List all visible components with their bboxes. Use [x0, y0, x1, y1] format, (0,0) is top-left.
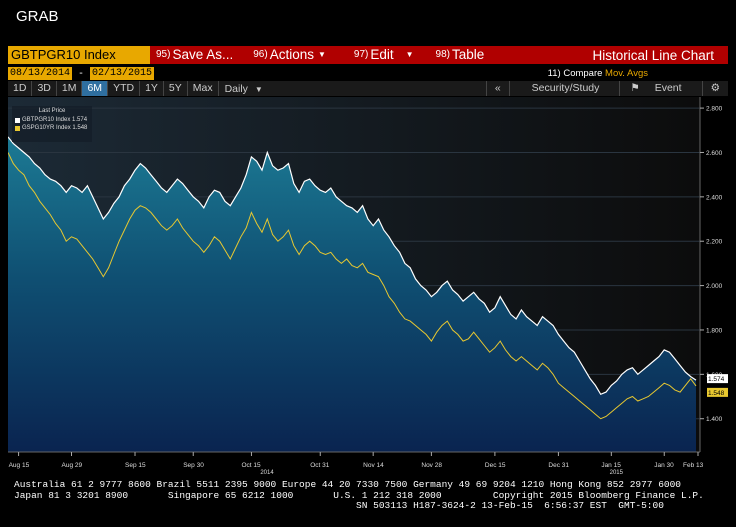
y-tick-label: 2.800 [706, 106, 723, 113]
edit-label: Edit [370, 47, 394, 62]
start-date-input[interactable]: 08/13/2014 [8, 66, 73, 80]
collapse-button[interactable]: « [485, 81, 509, 96]
y-tick-label: 2.400 [706, 194, 723, 201]
range-button-6m[interactable]: 6M [82, 81, 109, 96]
y-tick-label: 1.400 [706, 416, 723, 423]
legend-item-gspg10yr: GSPG10YR Index 1.548 [15, 124, 89, 132]
range-button-3d[interactable]: 3D [32, 81, 57, 96]
x-tick-label: Nov 14 [363, 462, 384, 469]
x-tick-label: Dec 31 [548, 462, 569, 469]
window-title: GRAB [16, 8, 59, 25]
range-selector: 1D 3D 1M 6M YTD 1Y 5Y Max Daily ▼ « Security/St… [8, 81, 728, 96]
compare-mov-avgs-button[interactable]: 11) Compare Mov. Avgs [548, 68, 648, 79]
save-as-label: Save As... [172, 47, 234, 62]
legend-value-gspg10yr: 1.548 [72, 125, 88, 131]
x-tick-label: Aug 29 [62, 462, 83, 469]
event-button[interactable]: ⚑ Event [619, 81, 701, 96]
mov-avgs-label: Mov. Avgs [605, 67, 648, 79]
actions-button[interactable]: 96) Actions ▼ [253, 46, 326, 64]
edit-num: 97) [353, 49, 369, 60]
x-tick-label: Oct 31 [310, 462, 330, 469]
date-range-row: 08/13/2014 - 02/13/2015 11) Compare Mov.… [8, 66, 728, 80]
range-button-ytd[interactable]: YTD [108, 81, 141, 96]
legend-item-gbtpgr10: GBTPGR10 Index 1.574 [15, 116, 89, 124]
historical-line-chart[interactable]: 1.4001.6001.8002.0002.2002.4002.6002.800… [7, 97, 728, 477]
legend-swatch-gbtpgr10 [15, 117, 20, 123]
save-as-button[interactable]: 95) Save As... [156, 46, 233, 64]
y-axis-panel [700, 97, 728, 477]
legend-name-gspg10yr: GSPG10YR Index [22, 125, 71, 131]
x-tick-label: Sep 30 [183, 462, 204, 469]
series-line-gspg10yr [7, 152, 697, 420]
range-button-1y[interactable]: 1Y [140, 81, 164, 96]
legend-swatch-gspg10yr [15, 125, 20, 131]
y-tick-label: 2.600 [706, 150, 723, 157]
x-tick-label: Nov 28 [421, 462, 442, 469]
gear-icon: ⚙ [710, 82, 720, 94]
last-value-badge-gspg10yr: 1.548 [707, 387, 728, 397]
range-button-5y[interactable]: 5Y [164, 81, 188, 96]
actions-num: 96) [253, 49, 268, 60]
actions-chevron-down-icon: ▼ [317, 50, 326, 59]
legend-header: Last Price [38, 108, 66, 114]
series-line-gbtpgr10 [7, 136, 697, 396]
x-year-label: 2015 [610, 470, 624, 476]
y-tick-label: 2.200 [706, 239, 723, 246]
x-tick-label: Feb 13 [683, 462, 704, 469]
legend-name-gbtpgr10: GBTPGR10 Index [22, 117, 71, 123]
legend-value-gbtpgr10: 1.574 [72, 117, 88, 123]
range-buttons: 1D 3D 1M 6M YTD 1Y 5Y Max [8, 81, 219, 96]
right-controls: « Security/Study ⚑ Event ⚙ [485, 81, 728, 96]
footer-line-1: Australia 61 2 9777 8600 Brazil 5511 239… [14, 479, 682, 490]
save-as-num: 95) [156, 49, 171, 60]
compare-num: 11) [547, 67, 561, 79]
last-value-badge-gbtpgr10: 1.574 [707, 374, 728, 384]
x-tick-label: Jan 15 [601, 462, 621, 469]
edit-chevron-down-icon: ▼ [405, 50, 414, 59]
compare-label: Compare [563, 67, 603, 79]
last-value-box [707, 387, 728, 397]
settings-button[interactable]: ⚙ [701, 81, 728, 96]
x-tick-label: Aug 15 [9, 462, 30, 469]
chart-area[interactable]: 1.4001.6001.8002.0002.2002.4002.6002.800… [7, 97, 728, 477]
toolbar: GBTPGR10 Index 95) Save As... 96) Action… [8, 46, 728, 64]
last-value-box [707, 374, 728, 384]
security-study-label: Security/Study [531, 82, 600, 94]
ticker-input[interactable]: GBTPGR10 Index [8, 46, 150, 64]
footer-line-3: SN 503113 H187-3624-2 13-Feb-15 6:56:37 … [14, 500, 664, 511]
chart-type-title: Historical Line Chart [592, 47, 714, 63]
edit-button[interactable]: 97) Edit ▼ [354, 46, 414, 64]
frequency-label: Daily [224, 82, 248, 95]
security-study-button[interactable]: Security/Study [508, 81, 620, 96]
y-tick-label: 1.800 [706, 327, 723, 334]
y-tick-label: 2.000 [706, 283, 723, 290]
area-fill [8, 136, 696, 452]
table-button[interactable]: 98) Table [436, 46, 485, 64]
chevron-down-icon: ▼ [254, 84, 263, 94]
last-value-label: 1.574 [708, 376, 725, 383]
footer: Australia 61 2 9777 8600 Brazil 5511 239… [14, 479, 704, 512]
x-tick-label: Sep 15 [125, 462, 146, 469]
last-value-label: 1.548 [708, 390, 725, 397]
x-tick-label: Dec 15 [485, 462, 506, 469]
end-date-input[interactable]: 02/13/2015 [90, 66, 155, 80]
event-label: Event [654, 82, 682, 94]
actions-label: Actions [269, 47, 314, 62]
frequency-dropdown[interactable]: Daily ▼ [219, 83, 269, 95]
range-button-1m[interactable]: 1M [57, 81, 83, 96]
footer-line-2: Japan 81 3 3201 8900 Singapore 65 6212 1… [14, 489, 704, 501]
date-separator: - [72, 67, 91, 79]
table-label: Table [452, 47, 485, 62]
range-button-1d[interactable]: 1D [8, 81, 33, 96]
x-tick-label: Jan 30 [654, 462, 674, 469]
legend: Last Price GBTPGR10 Index 1.574 GSPG10YR… [12, 106, 92, 142]
range-button-max[interactable]: Max [188, 81, 219, 96]
x-year-label: 2014 [260, 470, 274, 476]
table-num: 98) [435, 49, 450, 60]
x-tick-label: Oct 15 [241, 462, 261, 469]
flag-icon: ⚑ [630, 82, 640, 94]
